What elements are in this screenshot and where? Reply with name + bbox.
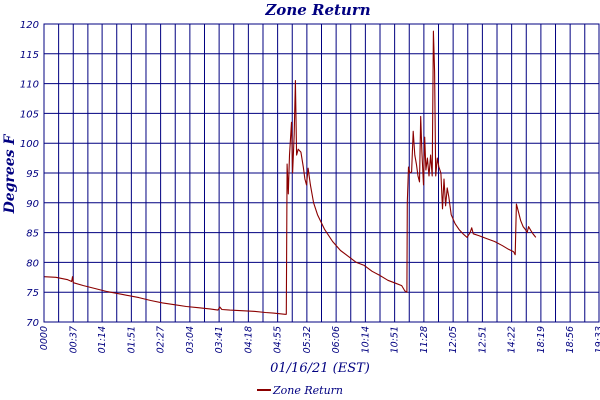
x-tick-label: 03:04 xyxy=(185,326,196,353)
x-tick-label: 12:05 xyxy=(448,326,459,353)
legend-label: Zone Return xyxy=(272,384,343,397)
x-tick-label: 04:18 xyxy=(243,326,254,353)
x-tick-label: 10:14 xyxy=(360,326,371,353)
x-tick-label: 18:19 xyxy=(536,326,547,353)
x-tick-label: 01:51 xyxy=(126,326,137,353)
y-tick-label: 70 xyxy=(26,318,39,329)
y-tick-label: 80 xyxy=(26,258,39,269)
series-group xyxy=(43,30,537,315)
legend: Zone Return xyxy=(257,384,343,397)
x-tick-label: 01:14 xyxy=(97,326,108,353)
x-tick-label: 12:51 xyxy=(477,326,488,353)
y-tick-label: 100 xyxy=(20,139,39,150)
x-axis-label: 01/16/21 (EST) xyxy=(270,361,370,376)
x-tick-label: 14:22 xyxy=(507,326,518,353)
chart-title: Zone Return xyxy=(264,1,370,19)
x-tick-label: 02:27 xyxy=(156,326,167,353)
x-tick-label: 03:41 xyxy=(214,326,225,353)
x-tick-label: 00:37 xyxy=(68,326,79,353)
y-tick-label: 110 xyxy=(20,80,39,91)
x-tick-label: 11:28 xyxy=(419,326,430,353)
y-tick-label: 75 xyxy=(26,288,39,299)
y-tick-label: 115 xyxy=(20,50,39,61)
y-tick-label: 95 xyxy=(26,169,39,180)
x-tick-label: 05:32 xyxy=(302,326,313,353)
x-tick-label: 19:33 xyxy=(594,326,600,353)
grid-lines xyxy=(43,23,600,323)
plot-frame xyxy=(43,23,600,323)
y-tick-label: 90 xyxy=(26,199,39,210)
x-tick-label: 06:06 xyxy=(331,326,342,353)
y-axis-ticks: 70 75 80 85 90 95 100 105 110 115 120 xyxy=(20,20,39,329)
x-tick-label: 0000 xyxy=(39,326,50,350)
x-tick-label: 04:55 xyxy=(273,326,284,353)
y-tick-label: 85 xyxy=(26,229,39,240)
x-tick-label: 18:56 xyxy=(565,326,576,353)
x-axis-ticks: 0000 00:37 01:14 01:51 02:27 03:04 03:41 04:18 0… xyxy=(39,326,600,353)
series-line xyxy=(43,30,537,315)
y-tick-label: 120 xyxy=(20,20,39,31)
y-axis-label: Degrees F xyxy=(2,134,18,215)
x-tick-label: 10:51 xyxy=(390,326,401,353)
y-tick-label: 105 xyxy=(20,109,39,120)
